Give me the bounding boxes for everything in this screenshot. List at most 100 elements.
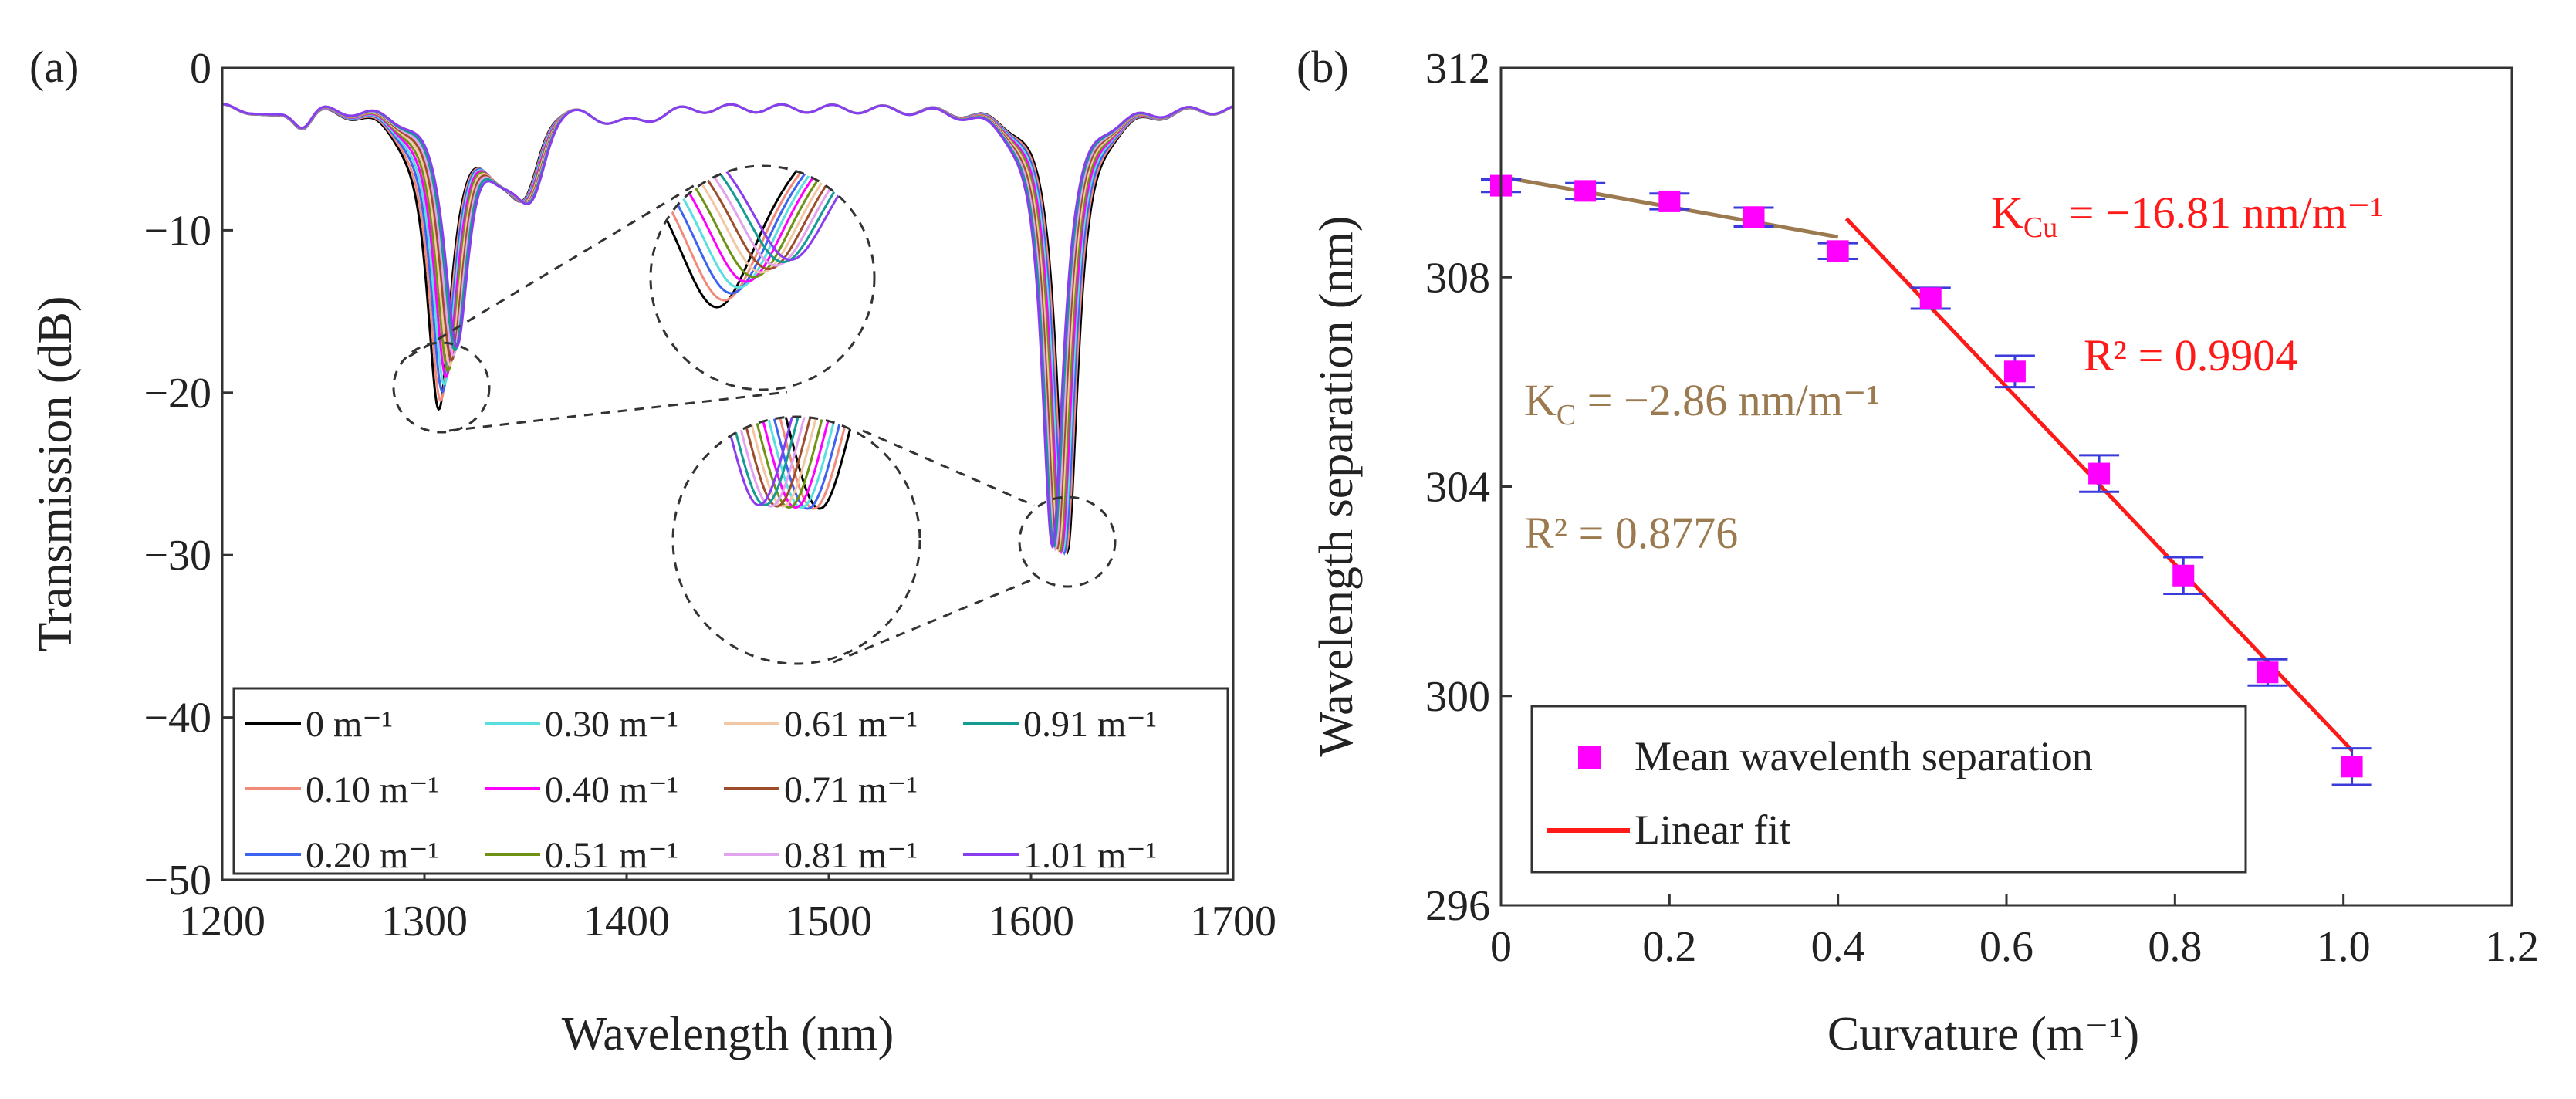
panel-b-fit-lines bbox=[1500, 174, 2354, 752]
data-marker bbox=[2172, 564, 2195, 587]
y-tick-label: 312 bbox=[1425, 45, 1490, 93]
data-point bbox=[1733, 206, 1774, 228]
panel-b-xlabel: Curvature (m⁻¹) bbox=[1827, 1008, 2139, 1060]
data-marker bbox=[1827, 240, 1849, 262]
panel-b: (b) 0 0.2 0.4 0.6 0.8 1.0 1.2 296 300 304 308 312 C… bbox=[1296, 42, 2539, 1060]
x-tick-label: 0 bbox=[1490, 923, 1512, 971]
legend-label: 0.20 m⁻¹ bbox=[306, 835, 439, 876]
panel-b-label: (b) bbox=[1296, 42, 1349, 92]
data-point bbox=[1565, 180, 1606, 202]
kcu-annotation: KCu = −16.81 nm/m⁻¹ bbox=[1991, 188, 2384, 244]
panel-a-axis-ticks: 1200 1300 1400 1500 1600 1700 0 −10 −20 −30 −40 −50 bbox=[144, 45, 1276, 945]
legend-label-fit: Linear fit bbox=[1635, 806, 1790, 853]
y-tick-label: 296 bbox=[1425, 882, 1490, 930]
zoom-background bbox=[651, 166, 874, 390]
panel-a-curves bbox=[222, 103, 1233, 556]
zoom-background bbox=[673, 417, 920, 664]
legend-label: 0 m⁻¹ bbox=[306, 704, 393, 745]
y-tick-label: −20 bbox=[144, 370, 211, 418]
y-tick-label: −30 bbox=[144, 532, 211, 580]
zoom-connector bbox=[862, 429, 1035, 507]
x-tick-label: 1400 bbox=[583, 898, 670, 945]
zoom-inset-circle-dip1 bbox=[649, 164, 876, 391]
zoom-curve bbox=[651, 166, 874, 283]
zoom-inset-dip2 bbox=[673, 417, 920, 664]
legend-label: 0.30 m⁻¹ bbox=[545, 704, 678, 745]
data-marker bbox=[2088, 462, 2111, 485]
panel-a-zoom-insets bbox=[392, 164, 1117, 665]
x-tick-label: 0.4 bbox=[1811, 923, 1865, 971]
x-tick-label: 0.6 bbox=[1979, 923, 2033, 971]
y-tick-label: −40 bbox=[144, 695, 211, 742]
kc-annotation: KC = −2.86 nm/m⁻¹ bbox=[1524, 375, 1880, 431]
legend-label: 0.61 m⁻¹ bbox=[784, 704, 918, 745]
y-tick-label: 300 bbox=[1425, 673, 1490, 721]
legend-marker-mean bbox=[1578, 746, 1601, 769]
data-marker bbox=[2341, 756, 2363, 778]
zoom-curve bbox=[673, 417, 920, 508]
zoom-source-circle-dip2 bbox=[1018, 495, 1117, 588]
r2-low-annotation: R² = 0.8776 bbox=[1524, 508, 1738, 558]
legend-label: 0.10 m⁻¹ bbox=[306, 769, 439, 810]
zoom-curve bbox=[673, 417, 920, 509]
data-point bbox=[1910, 286, 1951, 310]
y-tick-label: 304 bbox=[1425, 464, 1490, 512]
y-tick-label: −50 bbox=[144, 857, 211, 905]
data-point bbox=[2163, 556, 2204, 596]
zoom-curve bbox=[673, 417, 920, 508]
x-tick-label: 1600 bbox=[988, 898, 1074, 945]
zoom-connector bbox=[833, 576, 1039, 664]
y-tick-label: 0 bbox=[190, 45, 211, 93]
data-marker bbox=[1658, 190, 1681, 212]
data-marker bbox=[1574, 180, 1597, 202]
data-point bbox=[1649, 190, 1690, 212]
zoom-curve bbox=[651, 166, 874, 270]
y-tick-label: 308 bbox=[1425, 254, 1490, 302]
panel-a-plot-frame bbox=[221, 66, 1235, 881]
data-point bbox=[2079, 454, 2120, 493]
x-tick-label: 1300 bbox=[381, 898, 468, 945]
panel-a-legend-box bbox=[232, 687, 1229, 875]
data-point bbox=[1817, 240, 1858, 262]
zoom-inset-circle-dip2 bbox=[671, 415, 921, 665]
panel-b-ylabel: Wavelength separation (nm) bbox=[1310, 216, 1363, 757]
y-tick-label: −10 bbox=[144, 207, 211, 255]
transmission-curve bbox=[222, 103, 1233, 550]
zoom-curve bbox=[651, 166, 874, 289]
data-point bbox=[2247, 658, 2288, 687]
panel-a-xlabel: Wavelength (nm) bbox=[562, 1008, 894, 1060]
legend-label: 0.51 m⁻¹ bbox=[545, 835, 678, 876]
data-marker bbox=[1743, 206, 1765, 228]
panel-a-legend: 0 m⁻¹ 0.10 m⁻¹ 0.20 m⁻¹ 0.30 m⁻¹ 0.40 m⁻¹ 0.5… bbox=[232, 687, 1229, 876]
panel-a-ylabel: Transmission (dB) bbox=[29, 296, 82, 651]
zoom-curve bbox=[651, 166, 874, 274]
zoom-curve bbox=[651, 166, 874, 279]
panel-b-axis-ticks: 0 0.2 0.4 0.6 0.8 1.0 1.2 296 300 304 308 312 bbox=[1425, 45, 2539, 971]
zoom-curve bbox=[651, 166, 874, 302]
x-tick-label: 1.2 bbox=[2485, 923, 2539, 971]
zoom-curve bbox=[651, 166, 874, 309]
zoom-curve bbox=[673, 417, 920, 510]
x-tick-label: 0.2 bbox=[1642, 923, 1696, 971]
legend-label: 0.40 m⁻¹ bbox=[545, 769, 678, 810]
panel-b-plot-frame bbox=[1499, 66, 2513, 907]
x-tick-label: 1.0 bbox=[2317, 923, 2371, 971]
panel-b-legend: Mean wavelenth separation Linear fit bbox=[1530, 705, 2247, 874]
zoom-curve bbox=[673, 417, 920, 509]
zoom-curve bbox=[673, 417, 920, 509]
legend-label: 1.01 m⁻¹ bbox=[1023, 835, 1157, 876]
data-marker bbox=[1919, 287, 1942, 309]
legend-label: 0.81 m⁻¹ bbox=[784, 835, 918, 876]
panel-a-label: (a) bbox=[29, 42, 79, 92]
legend-label-mean: Mean wavelenth separation bbox=[1635, 733, 2093, 779]
zoom-connector bbox=[408, 184, 695, 358]
panel-b-data-points bbox=[1481, 174, 2372, 786]
r2-high-annotation: R² = 0.9904 bbox=[2084, 330, 2297, 380]
zoom-inset-dip1 bbox=[651, 166, 874, 390]
data-point bbox=[2331, 747, 2372, 786]
legend-label: 0.91 m⁻¹ bbox=[1023, 704, 1157, 745]
zoom-curve bbox=[651, 166, 874, 267]
zoom-source-circle-dip1 bbox=[392, 341, 491, 434]
panel-b-legend-box bbox=[1530, 705, 2247, 874]
